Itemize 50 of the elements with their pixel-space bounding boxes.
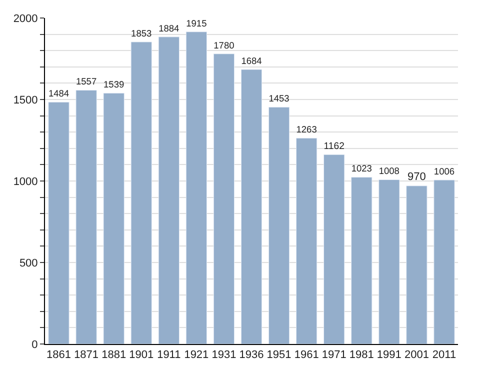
data-label: 1453 — [268, 94, 290, 104]
bar — [406, 186, 428, 344]
x-tick-label: 1991 — [376, 349, 402, 362]
bar — [268, 106, 290, 344]
bar — [324, 154, 345, 344]
y-tick-label: 1500 — [13, 94, 38, 106]
data-label: 1915 — [186, 18, 207, 28]
data-label: 1162 — [324, 140, 344, 152]
data-label: 1023 — [351, 164, 372, 174]
bar — [186, 32, 208, 344]
data-label: 1484 — [48, 88, 70, 99]
data-label: 1006 — [434, 166, 455, 176]
x-tick-label: 1936 — [239, 349, 264, 362]
bar — [103, 92, 124, 344]
y-tick-label: 0 — [32, 338, 38, 351]
x-tick-label: 2001 — [404, 349, 429, 362]
data-label: 1884 — [158, 23, 180, 34]
bar — [434, 180, 455, 344]
data-label: 1539 — [104, 80, 124, 90]
data-label: 1780 — [214, 40, 234, 50]
data-label: 1684 — [241, 56, 262, 66]
y-tick-label: 500 — [19, 257, 38, 270]
x-tick-label: 1931 — [212, 349, 236, 362]
x-tick-label: 2011 — [432, 349, 456, 362]
data-label: 1008 — [378, 166, 400, 176]
bar — [378, 179, 400, 344]
x-tick-label: 1961 — [294, 349, 319, 362]
bar — [158, 36, 180, 344]
data-label: 1557 — [76, 76, 97, 87]
x-tick-label: 1861 — [46, 349, 72, 362]
data-label: 1263 — [296, 124, 317, 135]
x-tick-label: 1981 — [349, 349, 374, 362]
bar — [296, 138, 318, 344]
bar — [130, 42, 152, 344]
x-tick-label: 1881 — [102, 349, 126, 362]
y-tick-label: 1000 — [13, 176, 38, 188]
y-tick-label: 2000 — [13, 12, 38, 25]
bar — [240, 69, 262, 344]
bar — [213, 54, 235, 344]
bar — [76, 90, 97, 344]
bar — [48, 102, 70, 344]
x-tick-label: 1971 — [322, 349, 346, 362]
x-tick-label: 1911 — [157, 349, 181, 362]
data-label: 970 — [408, 170, 426, 183]
x-tick-label: 1951 — [266, 349, 292, 362]
x-tick-label: 1901 — [129, 349, 154, 362]
bar — [351, 177, 372, 344]
x-tick-label: 1871 — [74, 349, 99, 362]
data-label: 1853 — [131, 28, 152, 38]
x-tick-label: 1921 — [184, 349, 209, 362]
